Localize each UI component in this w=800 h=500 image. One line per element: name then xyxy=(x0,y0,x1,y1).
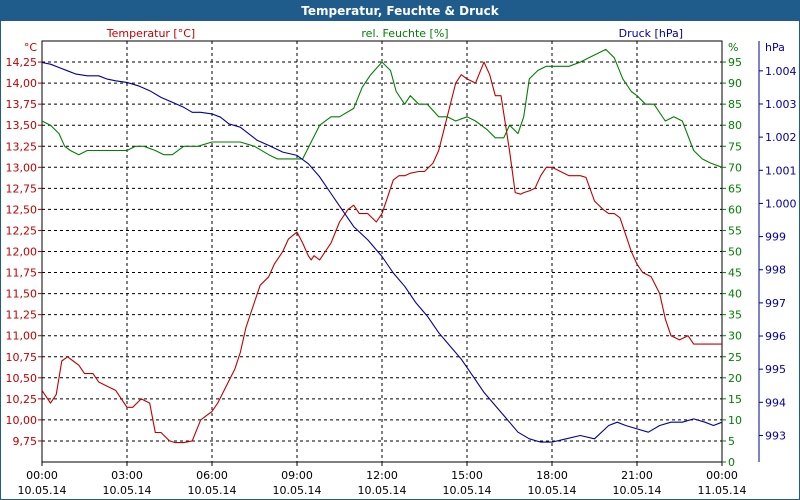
x-tick-label-date: 10.05.14 xyxy=(613,484,662,497)
x-tick-label-time: 21:00 xyxy=(621,469,653,482)
temperature-axis-title: Temperatur [°C] xyxy=(106,27,195,40)
humidity-tick-label: 0 xyxy=(728,456,735,469)
temperature-tick-label: 13,00 xyxy=(6,161,38,174)
pressure-tick-label: 994 xyxy=(765,396,786,409)
pressure-tick-label: 998 xyxy=(765,264,786,277)
temperature-tick-label: 10,25 xyxy=(6,393,38,406)
pressure-tick-label: 996 xyxy=(765,330,786,343)
x-tick-label-date: 10.05.14 xyxy=(443,484,492,497)
humidity-tick-label: 10 xyxy=(728,414,742,427)
pressure-tick-label: 1.003 xyxy=(765,98,797,111)
x-tick-label-date: 10.05.14 xyxy=(358,484,407,497)
pressure-tick-label: 999 xyxy=(765,231,786,244)
temperature-tick-label: 10,50 xyxy=(6,372,38,385)
humidity-tick-label: 90 xyxy=(728,77,742,90)
x-tick-label-time: 00:00 xyxy=(26,469,58,482)
temperature-tick-label: 11,75 xyxy=(6,267,38,280)
x-tick-label-date: 11.05.14 xyxy=(698,484,747,497)
x-tick-label-date: 10.05.14 xyxy=(528,484,577,497)
pressure-unit: hPa xyxy=(765,41,785,54)
humidity-tick-label: 55 xyxy=(728,224,742,237)
temperature-tick-label: 13,25 xyxy=(6,140,38,153)
series-line-pressure xyxy=(41,61,723,443)
x-tick-label-time: 18:00 xyxy=(536,469,568,482)
temperature-tick-label: 10,75 xyxy=(6,351,38,364)
humidity-tick-label: 95 xyxy=(728,56,742,69)
temperature-tick-label: 12,50 xyxy=(6,203,38,216)
humidity-tick-label: 60 xyxy=(728,203,742,216)
humidity-tick-label: 30 xyxy=(728,330,742,343)
humidity-tick-label: 40 xyxy=(728,288,742,301)
temperature-tick-label: 12,25 xyxy=(6,224,38,237)
temperature-tick-label: 12,00 xyxy=(6,246,38,259)
x-tick-label-date: 10.05.14 xyxy=(273,484,322,497)
humidity-tick-label: 80 xyxy=(728,119,742,132)
x-tick-label-time: 12:00 xyxy=(366,469,398,482)
x-tick-label-date: 10.05.14 xyxy=(188,484,237,497)
x-tick-label-time: 15:00 xyxy=(451,469,483,482)
pressure-tick-label: 1.004 xyxy=(765,65,797,78)
x-tick-label-date: 10.05.14 xyxy=(103,484,152,497)
temperature-tick-label: 11,50 xyxy=(6,288,38,301)
temperature-tick-label: 13,50 xyxy=(6,119,38,132)
pressure-tick-label: 1.001 xyxy=(765,164,797,177)
pressure-tick-label: 997 xyxy=(765,297,786,310)
humidity-tick-label: 50 xyxy=(728,246,742,259)
humidity-tick-label: 25 xyxy=(728,351,742,364)
humidity-tick-label: 20 xyxy=(728,372,742,385)
humidity-unit: % xyxy=(728,41,738,54)
pressure-tick-label: 993 xyxy=(765,429,786,442)
humidity-tick-label: 5 xyxy=(728,435,735,448)
temperature-tick-label: 11,25 xyxy=(6,309,38,322)
temperature-tick-label: 14,25 xyxy=(6,56,38,69)
pressure-axis-title: Druck [hPa] xyxy=(619,27,683,40)
window-title: Temperatur, Feuchte & Druck xyxy=(1,1,799,21)
temperature-tick-label: 14,00 xyxy=(6,77,38,90)
temperature-tick-label: 10,00 xyxy=(6,414,38,427)
pressure-tick-label: 1.000 xyxy=(765,197,797,210)
humidity-tick-label: 65 xyxy=(728,182,742,195)
series-line-temperature xyxy=(41,61,722,444)
temperature-tick-label: 13,75 xyxy=(6,98,38,111)
humidity-tick-label: 85 xyxy=(728,98,742,111)
temperature-unit: °C xyxy=(24,41,38,54)
humidity-tick-label: 75 xyxy=(728,140,742,153)
humidity-tick-label: 45 xyxy=(728,267,742,280)
temperature-tick-label: 9,75 xyxy=(13,435,38,448)
humidity-tick-label: 35 xyxy=(728,309,742,322)
pressure-tick-label: 995 xyxy=(765,363,786,376)
chart-svg: 00:00 10.05.14 03:00 10.05.14 06:00 10.05.14 0… xyxy=(6,27,797,497)
pressure-tick-label: 1.002 xyxy=(765,131,797,144)
temperature-tick-label: 12,75 xyxy=(6,182,38,195)
humidity-tick-label: 15 xyxy=(728,393,742,406)
humidity-axis-title: rel. Feuchte [%] xyxy=(361,27,448,40)
humidity-tick-label: 70 xyxy=(728,161,742,174)
temperature-tick-label: 11,00 xyxy=(6,330,38,343)
x-tick-label-date: 10.05.14 xyxy=(18,484,67,497)
x-tick-label-time: 09:00 xyxy=(281,469,313,482)
series-line-humidity xyxy=(41,48,723,168)
x-tick-label-time: 03:00 xyxy=(111,469,143,482)
x-tick-label-time: 06:00 xyxy=(196,469,228,482)
x-tick-label-time: 00:00 xyxy=(706,469,738,482)
